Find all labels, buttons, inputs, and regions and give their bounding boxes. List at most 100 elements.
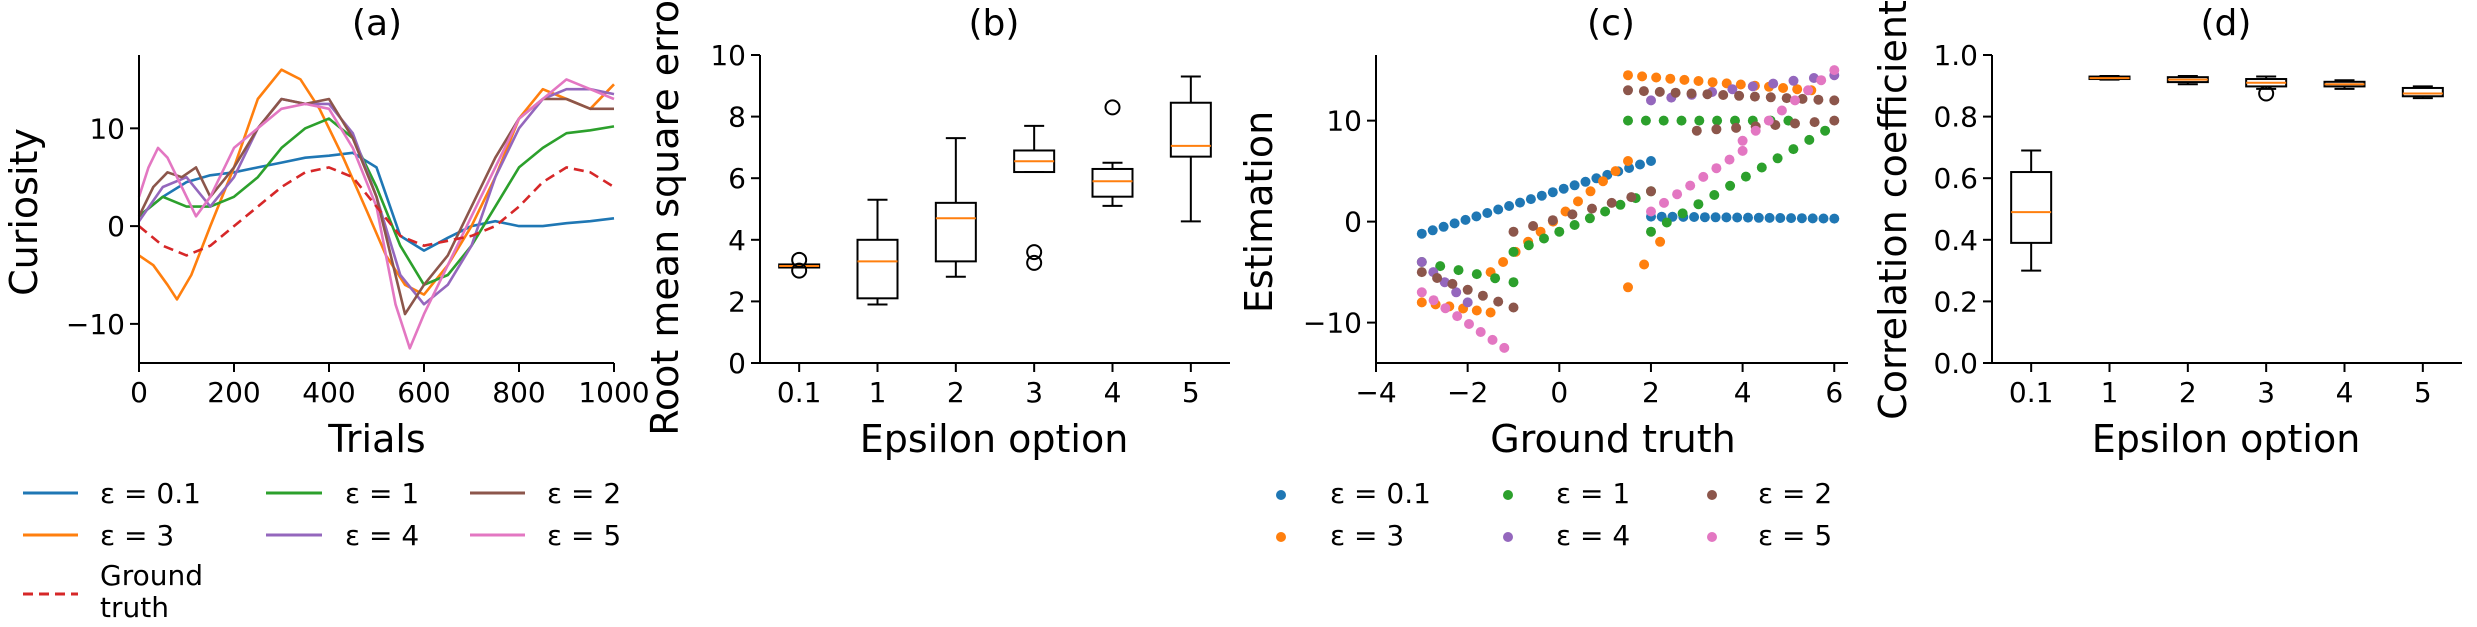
legend-a-entry: ε = 1 xyxy=(266,477,419,510)
scatter-point xyxy=(1790,95,1800,106)
scatter-point xyxy=(1698,171,1709,182)
scatter-point xyxy=(1790,118,1800,129)
scatter-point xyxy=(1816,75,1827,86)
scatter-point xyxy=(1640,115,1651,126)
legend-c-entry: ε = 4 xyxy=(1503,519,1630,552)
scatter-point xyxy=(1539,233,1549,244)
x-tick-label: 800 xyxy=(492,376,545,409)
scatter-point xyxy=(1792,84,1803,95)
scatter-point xyxy=(1686,88,1697,99)
scatter-point xyxy=(1598,176,1608,187)
legend-a-entry: ε = 3 xyxy=(23,519,174,552)
x-tick-label: 6 xyxy=(1825,376,1843,409)
x-tick-label: −2 xyxy=(1447,376,1488,409)
y-tick-label: 10 xyxy=(1326,105,1362,138)
scatter-point xyxy=(1475,327,1486,337)
box-group xyxy=(1091,99,1134,207)
x-tick-label: 3 xyxy=(1025,376,1043,409)
scatter-point xyxy=(1623,70,1633,81)
scatter-point xyxy=(1462,297,1473,308)
box-group xyxy=(778,251,821,279)
box-group xyxy=(1169,75,1212,223)
legend-a-label: ε = 3 xyxy=(100,519,174,552)
scatter-point xyxy=(1764,212,1775,223)
scatter-point xyxy=(1451,287,1462,298)
x-tick-label: 5 xyxy=(2414,376,2432,409)
scatter-point xyxy=(1432,273,1443,283)
scatter-point xyxy=(1676,115,1687,126)
scatter-point xyxy=(1515,197,1525,208)
scatter-point xyxy=(1809,117,1820,128)
scatter-point xyxy=(1416,287,1427,298)
box-group xyxy=(2245,75,2288,102)
scatter-point xyxy=(1721,212,1732,223)
box-iqr xyxy=(1091,167,1134,198)
legend-c-label: ε = 5 xyxy=(1758,519,1832,552)
series-line xyxy=(137,78,615,350)
scatter-point xyxy=(1600,206,1611,217)
series-line xyxy=(138,151,615,252)
scatter-point xyxy=(1477,290,1488,301)
scatter-point xyxy=(1493,296,1504,307)
scatter-point xyxy=(1829,65,1840,76)
scatter-point xyxy=(1731,122,1742,133)
scatter-point xyxy=(1661,217,1672,228)
y-tick-label: 0 xyxy=(107,210,125,243)
panel-a-ylabel: Curiosity xyxy=(2,128,46,296)
scatter-point xyxy=(1659,197,1669,208)
scatter-point xyxy=(1438,221,1449,232)
scatter-point xyxy=(1471,211,1482,222)
scatter-point xyxy=(1580,176,1591,187)
y-tick-label: 1.0 xyxy=(1933,39,1978,72)
x-tick-label: 1000 xyxy=(578,376,649,409)
legend-c-label: ε = 0.1 xyxy=(1330,477,1431,510)
panel-d: (d) Correlation coefficient Epsilon opti… xyxy=(1871,0,2462,461)
y-tick-label: 0.4 xyxy=(1933,224,1978,257)
y-tick-label: 4 xyxy=(728,224,746,257)
legend-c-marker xyxy=(1276,532,1286,542)
y-tick-label: 10 xyxy=(710,39,746,72)
scatter-point xyxy=(1740,171,1751,182)
legend-a-label: ε = 0.1 xyxy=(100,477,201,510)
scatter-point xyxy=(1416,267,1427,278)
scatter-point xyxy=(1610,166,1621,177)
x-tick-label: 0 xyxy=(1550,376,1568,409)
legend-c-label: ε = 1 xyxy=(1556,477,1630,510)
scatter-point xyxy=(1685,180,1696,191)
scatter-point xyxy=(1765,92,1776,103)
scatter-point xyxy=(1753,212,1764,223)
box-group xyxy=(856,198,899,306)
scatter-point xyxy=(1435,261,1446,272)
scatter-point xyxy=(1523,240,1534,251)
scatter-point xyxy=(1672,189,1683,200)
legend-a-entry: ε = 5 xyxy=(470,519,621,552)
scatter-point xyxy=(1693,199,1704,210)
panel-b-ylabel: Root mean square error xyxy=(643,0,687,436)
panel-b-title: (b) xyxy=(969,3,1020,44)
legend-c-marker xyxy=(1276,490,1286,500)
x-tick-label: 4 xyxy=(1734,376,1752,409)
scatter-point xyxy=(1709,190,1720,200)
scatter-point xyxy=(1547,187,1558,198)
panel-d-title: (d) xyxy=(2201,3,2252,44)
scatter-point xyxy=(1694,115,1705,126)
box-flier xyxy=(791,262,808,279)
scatter-point xyxy=(1554,226,1565,237)
scatter-point xyxy=(1768,78,1779,89)
scatter-point xyxy=(1807,213,1818,224)
box-group xyxy=(1013,124,1056,271)
scatter-point xyxy=(1712,115,1723,126)
scatter-point xyxy=(1797,93,1808,104)
legend-c-label: ε = 2 xyxy=(1758,477,1832,510)
scatter-point xyxy=(1788,144,1799,155)
legend-a-label: ε = 5 xyxy=(547,519,621,552)
scatter-point xyxy=(1651,72,1662,83)
panel-d-ylabel: Correlation coefficient xyxy=(1871,0,1915,420)
box-iqr xyxy=(2401,86,2444,98)
scatter-point xyxy=(1508,246,1519,257)
scatter-point xyxy=(1606,197,1617,208)
scatter-point xyxy=(1485,307,1496,318)
scatter-point xyxy=(1453,265,1464,276)
box-group xyxy=(2323,79,2366,90)
box-group xyxy=(934,137,977,278)
